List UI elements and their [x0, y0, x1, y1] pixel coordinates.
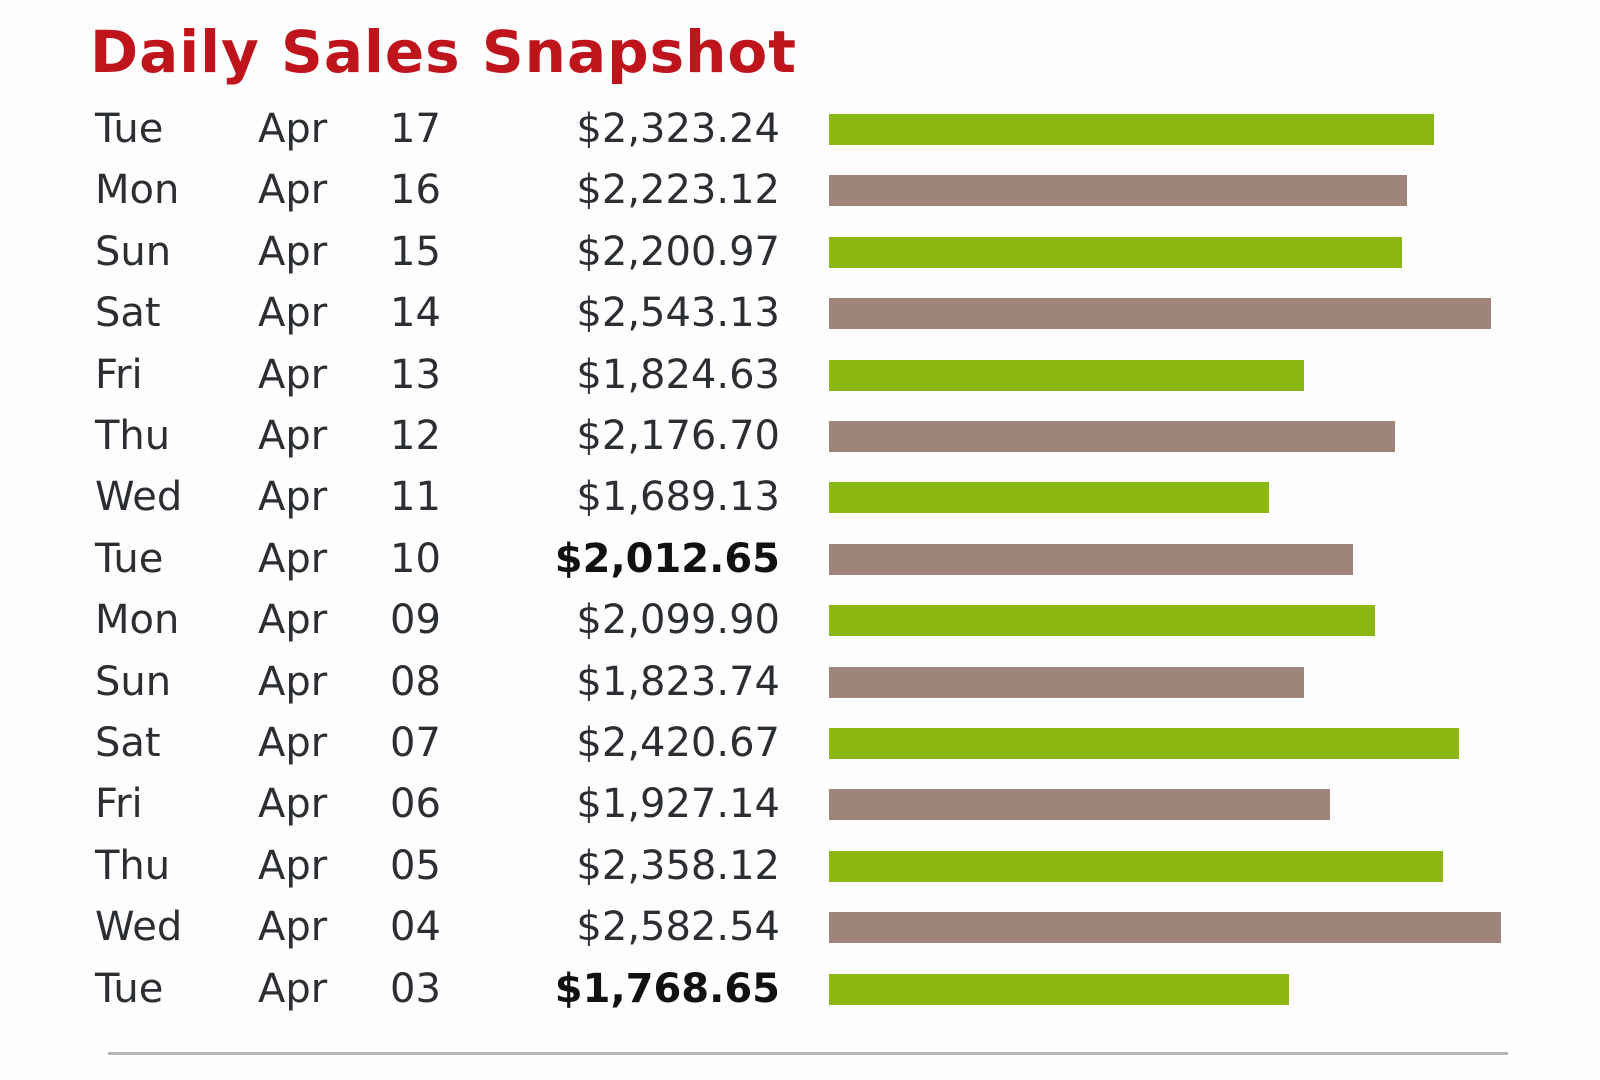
- row-date-label: 14: [390, 290, 441, 337]
- sales-bar: [829, 114, 1434, 145]
- row-month-label: Apr: [258, 228, 328, 275]
- row-day-label: Sat: [95, 290, 161, 337]
- row-day-label: Tue: [95, 965, 164, 1012]
- sales-row: Tue Apr 03 $1,768.65: [0, 959, 1600, 1020]
- sales-bar: [829, 850, 1443, 882]
- sales-row: Fri Apr 06 $1,927.14: [0, 774, 1600, 835]
- bottom-divider: [108, 1052, 1508, 1055]
- row-month-label: Apr: [258, 904, 328, 951]
- row-day-label: Sun: [95, 658, 172, 705]
- sales-bar: [829, 421, 1395, 452]
- row-amount-label: $2,323.24: [576, 106, 780, 152]
- row-day-label: Wed: [95, 904, 183, 951]
- row-day-label: Wed: [95, 474, 183, 521]
- row-date-label: 08: [390, 658, 441, 705]
- row-day-label: Mon: [95, 597, 180, 644]
- sales-bar: [829, 666, 1304, 698]
- sales-row: Mon Apr 16 $2,223.12: [0, 160, 1600, 221]
- row-month-label: Apr: [258, 781, 328, 828]
- sales-bar: [829, 359, 1304, 391]
- row-day-label: Thu: [95, 842, 171, 889]
- row-month-label: Apr: [258, 351, 328, 398]
- sales-bar: [829, 482, 1269, 514]
- row-date-label: 03: [390, 965, 441, 1012]
- sales-row: Mon Apr 09 $2,099.90: [0, 590, 1600, 651]
- row-date-label: 05: [390, 842, 441, 889]
- row-month-label: Apr: [258, 535, 328, 582]
- sales-row: Thu Apr 12 $2,176.70: [0, 406, 1600, 467]
- sales-row: Sat Apr 07 $2,420.67: [0, 713, 1600, 774]
- row-month-label: Apr: [258, 597, 328, 644]
- row-amount-label: $2,223.12: [576, 167, 780, 214]
- row-amount-label: $2,099.90: [576, 597, 780, 644]
- row-month-label: Apr: [258, 965, 328, 1012]
- sales-bar: [829, 175, 1407, 207]
- sales-bar: [829, 543, 1353, 575]
- sales-bar: [829, 605, 1375, 637]
- row-amount-label: $1,927.14: [576, 781, 780, 828]
- row-day-label: Sun: [95, 228, 172, 275]
- row-day-label: Tue: [95, 535, 164, 582]
- row-amount-label: $2,582.54: [576, 904, 780, 951]
- row-date-label: 07: [390, 720, 441, 766]
- row-date-label: 17: [390, 106, 441, 152]
- row-amount-label: $1,768.65: [554, 965, 780, 1012]
- row-amount-label: $1,823.74: [576, 658, 780, 705]
- sales-row: Fri Apr 13 $1,824.63: [0, 345, 1600, 406]
- row-date-label: 13: [390, 351, 441, 398]
- row-date-label: 04: [390, 904, 441, 951]
- sales-row: Wed Apr 04 $2,582.54: [0, 897, 1600, 958]
- row-day-label: Thu: [95, 413, 171, 459]
- row-month-label: Apr: [258, 474, 328, 521]
- sales-bar: [829, 912, 1501, 944]
- sales-row: Wed Apr 11 $1,689.13: [0, 467, 1600, 528]
- row-day-label: Mon: [95, 167, 180, 214]
- sales-bar: [829, 973, 1289, 1005]
- row-day-label: Tue: [95, 106, 164, 152]
- row-amount-label: $2,420.67: [576, 720, 780, 766]
- row-month-label: Apr: [258, 290, 328, 337]
- row-day-label: Sat: [95, 720, 161, 766]
- row-amount-label: $2,012.65: [554, 535, 780, 582]
- sales-bar: [829, 728, 1459, 759]
- sales-row: Sun Apr 15 $2,200.97: [0, 222, 1600, 283]
- row-date-label: 12: [390, 413, 441, 459]
- row-amount-label: $2,358.12: [576, 842, 780, 889]
- row-month-label: Apr: [258, 413, 328, 459]
- sales-row: Sun Apr 08 $1,823.74: [0, 652, 1600, 713]
- row-month-label: Apr: [258, 106, 328, 152]
- row-month-label: Apr: [258, 167, 328, 214]
- row-amount-label: $2,176.70: [576, 413, 780, 459]
- row-month-label: Apr: [258, 720, 328, 766]
- row-amount-label: $1,689.13: [576, 474, 780, 521]
- sales-row: Tue Apr 17 $2,323.24: [0, 99, 1600, 160]
- row-date-label: 06: [390, 781, 441, 828]
- row-date-label: 09: [390, 597, 441, 644]
- sales-row: Tue Apr 10 $2,012.65: [0, 529, 1600, 590]
- row-date-label: 16: [390, 167, 441, 214]
- row-day-label: Fri: [95, 351, 143, 398]
- sales-row: Thu Apr 05 $2,358.12: [0, 836, 1600, 897]
- row-date-label: 10: [390, 535, 441, 582]
- row-month-label: Apr: [258, 658, 328, 705]
- row-amount-label: $2,200.97: [576, 228, 780, 275]
- row-month-label: Apr: [258, 842, 328, 889]
- row-amount-label: $1,824.63: [576, 351, 780, 398]
- row-date-label: 15: [390, 228, 441, 275]
- sales-row: Sat Apr 14 $2,543.13: [0, 283, 1600, 344]
- sales-bar: [829, 298, 1491, 330]
- row-day-label: Fri: [95, 781, 143, 828]
- row-amount-label: $2,543.13: [576, 290, 780, 337]
- chart-title: Daily Sales Snapshot: [90, 18, 797, 86]
- row-date-label: 11: [390, 474, 441, 521]
- sales-bar: [829, 789, 1330, 821]
- sales-bar: [829, 236, 1402, 268]
